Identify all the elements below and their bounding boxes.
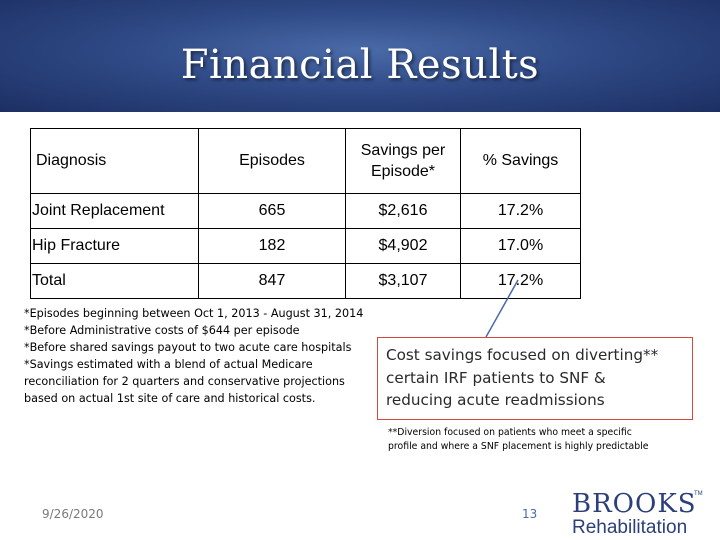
footnote-line: *Before Administrative costs of $644 per… [24,324,300,337]
callout-line: certain IRF patients to SNF & [386,368,606,387]
header-pct-savings: % Savings [460,128,581,194]
logo-trademark: TM [694,491,703,497]
cell-savings: $4,902 [345,228,461,264]
cell-savings: $3,107 [345,263,461,299]
table-row: Total 847 $3,107 17.2% [30,263,581,299]
header-savings-line2: Episode* [370,163,436,180]
logo-brooks-text: BROOKS [572,489,697,519]
header-episodes: Episodes [198,128,346,194]
cell-episodes: 847 [198,263,346,299]
footnote-line: *Episodes beginning between Oct 1, 2013 … [24,307,364,320]
table-header-row: Diagnosis Episodes Savings per Episode* … [30,128,581,194]
table-row: Joint Replacement 665 $2,616 17.2% [30,193,581,229]
cell-savings: $2,616 [345,193,461,229]
cell-pct: 17.2% [460,193,581,229]
cell-pct: 17.0% [460,228,581,264]
cell-diagnosis: Total [30,263,199,299]
footnote-line: reconciliation for 2 quarters and conser… [24,375,345,388]
header-diagnosis: Diagnosis [30,128,199,194]
cell-diagnosis: Hip Fracture [30,228,199,264]
logo-rehabilitation-text: Rehabilitation [572,517,688,538]
brooks-logo: BROOKS TM Rehabilitation [568,487,708,538]
header-savings-per-episode: Savings per Episode* [345,128,461,194]
table-row: Hip Fracture 182 $4,902 17.0% [30,228,581,264]
diversion-line: **Diversion focused on patients who meet… [388,427,632,438]
cell-episodes: 665 [198,193,346,229]
header-savings-line1: Savings per [360,142,446,159]
footnote-line: based on actual 1st site of care and his… [24,392,316,405]
cell-episodes: 182 [198,228,346,264]
cell-diagnosis: Joint Replacement [30,193,199,229]
slide-title: Financial Results [180,42,540,88]
footnotes: *Episodes beginning between Oct 1, 2013 … [24,305,374,407]
callout-box: Cost savings focused on diverting** cert… [377,337,693,420]
footnote-line: *Savings estimated with a blend of actua… [24,358,313,371]
page-number: 13 [522,507,538,521]
financial-results-table: Diagnosis Episodes Savings per Episode* … [30,128,581,299]
cell-pct: 17.2% [460,263,581,299]
callout-line: Cost savings focused on diverting** [386,346,659,364]
footnote-line: *Before shared savings payout to two acu… [24,341,352,354]
callout-line: reducing acute readmissions [386,391,605,409]
title-banner [0,0,720,112]
footer-date: 9/26/2020 [42,507,104,521]
diversion-line: profile and where a SNF placement is hig… [388,441,649,452]
diversion-note: **Diversion focused on patients who meet… [388,426,698,454]
